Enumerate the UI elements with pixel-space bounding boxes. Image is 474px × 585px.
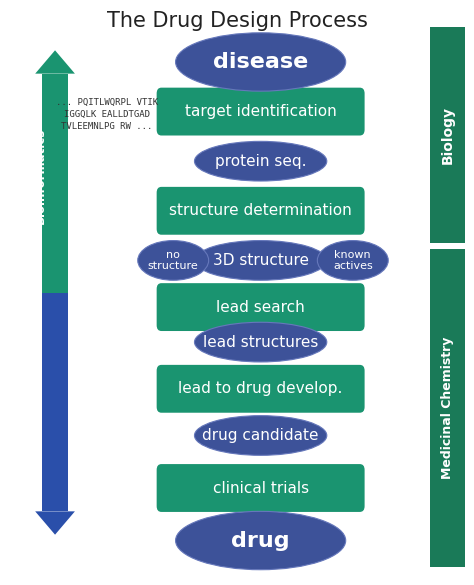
Text: lead to drug develop.: lead to drug develop. xyxy=(178,381,343,396)
Ellipse shape xyxy=(318,240,388,280)
Text: Bioinformatics: Bioinformatics xyxy=(35,128,47,224)
Text: lead search: lead search xyxy=(216,300,305,315)
Ellipse shape xyxy=(194,240,327,280)
Text: drug: drug xyxy=(231,531,290,550)
FancyBboxPatch shape xyxy=(429,249,465,567)
Text: no
structure: no structure xyxy=(148,250,199,271)
FancyBboxPatch shape xyxy=(156,187,365,235)
FancyBboxPatch shape xyxy=(429,27,465,243)
Polygon shape xyxy=(35,511,75,535)
Text: Medicinal Chemistry: Medicinal Chemistry xyxy=(441,336,454,479)
Text: lead structures: lead structures xyxy=(203,335,319,350)
Ellipse shape xyxy=(175,511,346,570)
Text: The Drug Design Process: The Drug Design Process xyxy=(107,11,367,31)
Polygon shape xyxy=(35,50,75,74)
Text: ... PQITLWQRPL VTIK
IGGQLK EALLDTGAD
TVLEEMNLPG RW ...: ... PQITLWQRPL VTIK IGGQLK EALLDTGAD TVL… xyxy=(56,98,158,131)
FancyBboxPatch shape xyxy=(156,283,365,331)
Ellipse shape xyxy=(194,415,327,455)
Text: Biology: Biology xyxy=(440,106,454,164)
Text: Chemoinformatics: Chemoinformatics xyxy=(16,349,28,470)
Ellipse shape xyxy=(194,142,327,181)
Text: clinical trials: clinical trials xyxy=(212,480,309,495)
Ellipse shape xyxy=(194,322,327,362)
FancyBboxPatch shape xyxy=(156,88,365,136)
FancyBboxPatch shape xyxy=(156,464,365,512)
Ellipse shape xyxy=(175,33,346,91)
FancyBboxPatch shape xyxy=(156,365,365,413)
Text: drug candidate: drug candidate xyxy=(202,428,319,443)
Bar xyxy=(42,292,68,511)
Text: 3D structure: 3D structure xyxy=(213,253,309,268)
Ellipse shape xyxy=(138,240,209,280)
Text: known
actives: known actives xyxy=(333,250,373,271)
Text: disease: disease xyxy=(213,52,308,72)
Text: target identification: target identification xyxy=(185,104,337,119)
Text: protein seq.: protein seq. xyxy=(215,154,306,168)
Text: structure determination: structure determination xyxy=(169,204,352,218)
Bar xyxy=(42,74,68,292)
